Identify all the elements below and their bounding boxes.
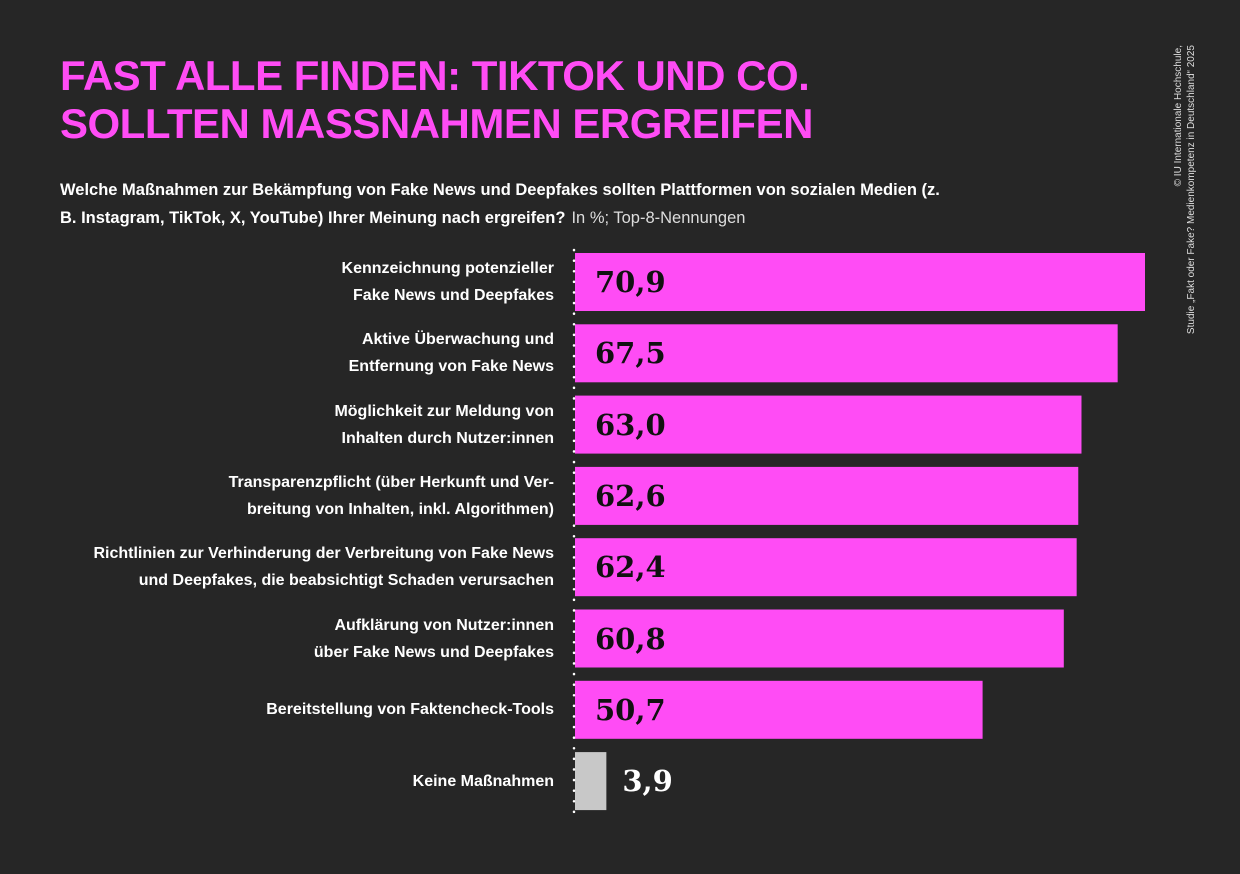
title-line-2: SOLLTEN MASSNAHMEN ERGREIFEN bbox=[60, 100, 813, 147]
bar bbox=[575, 466, 1079, 525]
category-label: Bereitstellung von Faktencheck-Tools bbox=[34, 681, 554, 739]
category-label-text: Keine Maßnahmen bbox=[412, 772, 554, 790]
chart-subtitle: Welche Maßnahmen zur Bekämpfung von Fake… bbox=[60, 176, 940, 232]
category-label-text: Bereitstellung von Faktencheck-Tools bbox=[266, 701, 554, 719]
bar bbox=[575, 253, 1145, 311]
bar bbox=[575, 752, 607, 811]
category-label: Kennzeichnung potenzieller Fake News und … bbox=[34, 253, 554, 311]
value-label: 62,4 bbox=[595, 550, 666, 585]
value-label: 50,7 bbox=[595, 692, 666, 727]
category-label: Richtlinien zur Verhinderung der Verbrei… bbox=[34, 538, 554, 596]
category-label: Möglichkeit zur Meldung von Inhalten durc… bbox=[34, 396, 554, 454]
category-label: Aufklärung von Nutzer:innen über Fake New… bbox=[34, 610, 554, 668]
value-label: 62,6 bbox=[595, 478, 666, 513]
bar bbox=[575, 609, 1064, 668]
category-label-text: Richtlinien zur Verhinderung der Verbrei… bbox=[93, 545, 554, 590]
category-label-text: Transparenzpflicht (über Herkunft und Ve… bbox=[228, 473, 554, 518]
subtitle-question: Welche Maßnahmen zur Bekämpfung von Fake… bbox=[60, 181, 940, 227]
category-label-text: Möglichkeit zur Meldung von Inhalten durc… bbox=[334, 402, 554, 447]
category-label-text: Aufklärung von Nutzer:innen über Fake New… bbox=[313, 616, 554, 661]
category-label: Aktive Überwachung und Entfernung von Fak… bbox=[34, 324, 554, 382]
category-label: Transparenzpflicht (über Herkunft und Ve… bbox=[34, 467, 554, 525]
value-label: 3,9 bbox=[622, 764, 673, 799]
category-label-text: Aktive Überwachung und Entfernung von Fak… bbox=[348, 331, 554, 376]
bar bbox=[575, 324, 1118, 383]
chart-title: FAST ALLE FINDEN: TIKTOK UND CO. SOLLTEN… bbox=[60, 52, 813, 148]
category-label: Keine Maßnahmen bbox=[34, 752, 554, 810]
value-label: 67,5 bbox=[595, 336, 666, 371]
value-label: 63,0 bbox=[595, 407, 666, 442]
title-line-1: FAST ALLE FINDEN: TIKTOK UND CO. bbox=[60, 52, 810, 99]
category-label-text: Kennzeichnung potenzieller Fake News und … bbox=[341, 260, 554, 304]
value-label: 60,8 bbox=[595, 621, 666, 656]
subtitle-note: In %; Top-8-Nennungen bbox=[571, 209, 746, 227]
bar bbox=[575, 680, 983, 739]
value-label: 70,9 bbox=[595, 265, 666, 299]
bar bbox=[575, 395, 1082, 454]
bar bbox=[575, 538, 1077, 597]
